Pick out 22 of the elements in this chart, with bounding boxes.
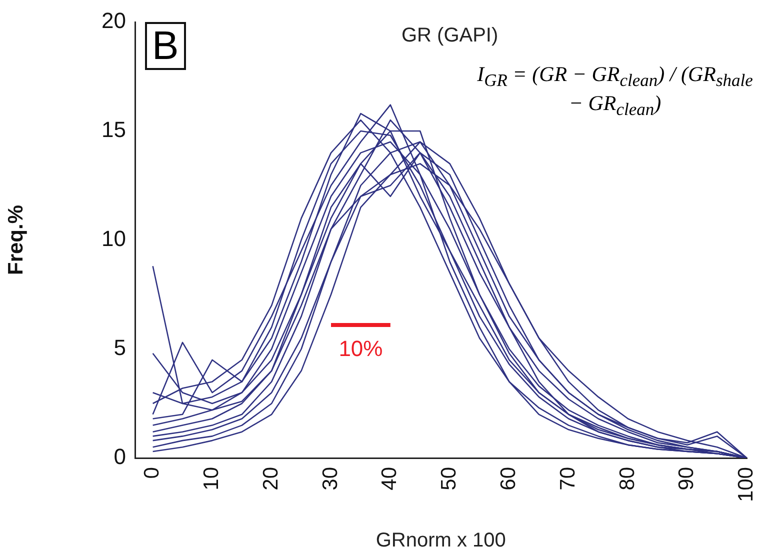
x-tick-label: 30 <box>318 467 342 490</box>
x-tick-label: 60 <box>497 467 520 490</box>
text: I$_{GR}$ = (GR − GR$_{clean}$) / (GR$_{shale}$ − GR$_{clean}$) <box>477 62 753 120</box>
y-tick-label: 20 <box>102 8 126 34</box>
annotation: B <box>145 22 186 70</box>
y-axis-title: Freq.% <box>4 204 28 276</box>
x-tick-label: 90 <box>675 467 698 490</box>
x-tick-label: 20 <box>259 467 282 490</box>
annotation: 10% <box>338 336 383 362</box>
y-tick-label: 0 <box>114 444 126 470</box>
x-tick-label: 0 <box>140 467 164 479</box>
x-tick-label: 70 <box>556 467 580 490</box>
chart-title: GR (GAPI) <box>401 24 498 47</box>
y-tick-label: 15 <box>102 117 126 142</box>
x-tick-label: 50 <box>438 467 461 490</box>
x-tick-label: 80 <box>616 467 639 490</box>
y-tick-label: 5 <box>114 335 126 360</box>
y-tick-label: 10 <box>102 226 126 252</box>
x-axis-title: GRnorm x 100 <box>376 530 506 552</box>
x-tick-label: 40 <box>378 467 402 490</box>
x-tick-label: 10 <box>200 467 224 490</box>
x-tick-label: 100 <box>734 467 758 502</box>
